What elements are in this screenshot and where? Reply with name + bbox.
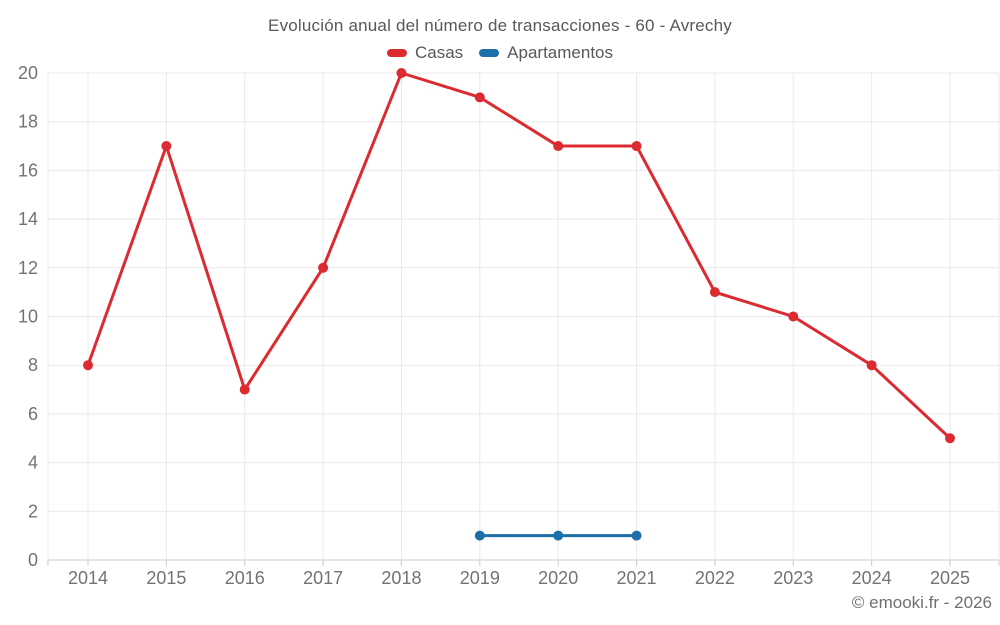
- data-point-casas: [474, 92, 485, 103]
- y-tick-label: 14: [18, 209, 38, 229]
- data-point-casas: [161, 141, 172, 152]
- legend-item-casas[interactable]: Casas: [386, 43, 464, 63]
- y-tick-label: 16: [18, 160, 38, 180]
- y-tick-label: 20: [18, 63, 38, 83]
- x-tick-label: 2025: [930, 568, 970, 588]
- axis-lines: [47, 560, 1000, 566]
- y-tick-label: 8: [28, 355, 38, 375]
- x-tick-label: 2014: [68, 568, 108, 588]
- chart-title: Evolución anual del número de transaccio…: [268, 16, 732, 35]
- y-tick-label: 18: [18, 112, 38, 132]
- x-tick-label: 2018: [381, 568, 421, 588]
- y-tick-label: 12: [18, 258, 38, 278]
- y-axis-labels: 0 2 4 6 8 10 12 14 16 18 20: [18, 63, 38, 570]
- data-point-casas: [866, 360, 877, 371]
- legend-item-apartamentos[interactable]: Apartamentos: [479, 43, 613, 63]
- gridlines: [47, 72, 1000, 561]
- legend-label: Apartamentos: [507, 43, 614, 62]
- x-tick-label: 2019: [460, 568, 500, 588]
- data-point-apartamentos: [631, 530, 642, 541]
- series-group: [83, 68, 955, 541]
- data-point-apartamentos: [474, 530, 485, 541]
- x-tick-label: 2022: [695, 568, 735, 588]
- data-point-casas: [83, 360, 93, 371]
- y-tick-label: 4: [28, 453, 38, 473]
- data-point-apartamentos: [553, 530, 564, 541]
- x-tick-label: 2017: [303, 568, 343, 588]
- legend-swatch-icon: [479, 49, 500, 57]
- y-tick-label: 10: [18, 307, 38, 327]
- data-point-casas: [709, 287, 720, 298]
- legend-swatch-icon: [386, 49, 407, 57]
- y-tick-label: 2: [28, 501, 38, 521]
- x-tick-label: 2020: [538, 568, 578, 588]
- series-line-casas: [86, 71, 952, 440]
- y-tick-label: 0: [28, 550, 38, 570]
- data-point-casas: [318, 262, 329, 273]
- legend: Casas Apartamentos: [0, 42, 1000, 64]
- x-axis-labels: 2014 2015 2016 2017 2018 2019 2020 2021 2022 2023…: [68, 568, 970, 588]
- data-point-casas: [553, 141, 564, 152]
- x-tick-label: 2015: [146, 568, 186, 588]
- data-point-casas: [631, 141, 642, 152]
- y-tick-label: 6: [28, 404, 38, 424]
- data-point-casas: [945, 433, 955, 444]
- x-tick-label: 2021: [617, 568, 657, 588]
- x-tick-label: 2024: [852, 568, 892, 588]
- copyright-text: © emooki.fr - 2026: [851, 593, 992, 612]
- data-point-casas: [239, 384, 250, 395]
- legend-label: Casas: [414, 43, 464, 62]
- data-point-casas: [396, 68, 407, 78]
- x-tick-label: 2023: [773, 568, 813, 588]
- x-tick-label: 2016: [225, 568, 265, 588]
- data-point-casas: [788, 311, 799, 322]
